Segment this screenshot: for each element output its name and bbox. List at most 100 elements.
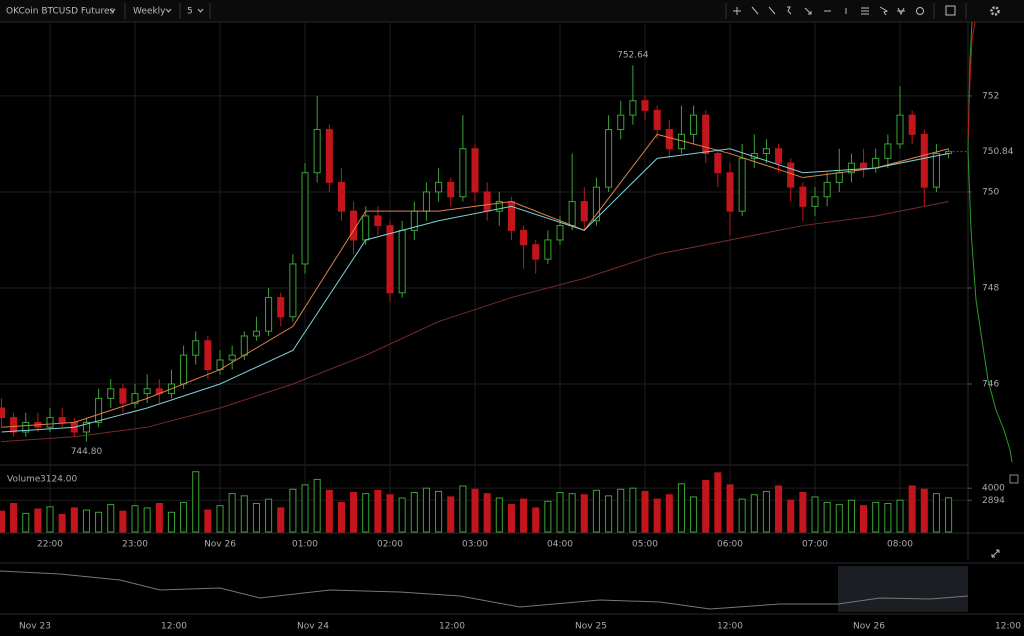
moving-average [1,148,949,433]
volume-bar [872,501,880,533]
fib-tool[interactable] [861,7,869,15]
navigator-label: Nov 24 [297,622,329,632]
crosshair-tool[interactable] [733,7,741,15]
volume-bar [592,489,600,533]
expand-button[interactable] [991,549,1000,558]
volume-bar [847,499,855,533]
volume-bar [471,488,479,533]
screenshot-button[interactable] [945,5,956,16]
candle-body [568,201,576,227]
volume-bar [447,496,455,533]
x-tick-label: 01:00 [292,540,318,550]
navigator-window[interactable] [838,566,968,612]
candle-body [908,114,916,135]
candle-body [775,148,783,164]
candle-body [313,129,321,174]
y-tick-label: 750 [982,187,999,197]
candle-body [847,162,855,174]
volume-bar [46,506,54,533]
cursor-tool[interactable] [879,6,889,16]
candle-body [204,340,212,371]
candle-body [580,201,588,222]
candle-body [180,354,188,385]
ray-tool[interactable] [768,6,776,15]
candle-body [665,129,673,150]
volume-bar [252,503,260,533]
volume-bar [22,512,30,533]
candle-body [277,297,285,318]
candle-body [811,196,819,207]
volume-bar [265,498,273,533]
symbol: OKCoin BTCUSD Futures [6,7,115,17]
dropdown-arrow [165,8,172,13]
volume-bar [337,501,345,533]
candle-body [726,172,734,212]
x-tick-label: 03:00 [462,540,488,550]
resolution: 5 [187,7,193,17]
depth-line [967,21,976,141]
x-tick-label: 07:00 [802,540,828,550]
candle-body [641,100,649,111]
symbol-button[interactable]: OKCoin BTCUSD Futures [6,7,116,17]
volume-bar [544,500,552,533]
candle-body [835,172,843,183]
candle-body [762,148,770,155]
navigator-label: 12:00 [439,622,465,632]
candle-body [483,191,491,212]
volume-bar [702,479,710,533]
volume-bar [483,493,491,533]
pitchfork-tool[interactable] [787,6,792,15]
volume-bar [313,478,321,533]
candle-body [22,421,30,433]
volume-bar [10,503,18,533]
candle-body [787,162,795,188]
volume-bar [677,483,685,533]
dropdown-arrow [109,8,116,13]
candle-body [435,181,443,193]
candle-body [374,215,382,227]
candle-body [556,225,564,241]
depth-line [967,21,1013,463]
volume-bar [362,493,370,533]
volume-bar [726,484,734,533]
volume-bar [884,503,892,533]
close-pane-button[interactable] [1009,474,1019,484]
candle-body [10,417,18,433]
candle-body [107,388,115,399]
volume-bar [350,492,358,533]
volume-bar [665,494,673,533]
navigator-label: 12:00 [161,622,187,632]
volume-bar [762,490,770,533]
candle-body [896,114,904,145]
y-tick-label: 748 [982,283,999,293]
x-tick-label: 04:00 [547,540,573,550]
resolution-button[interactable]: 5 [187,7,204,17]
candle-body [398,229,406,294]
volume-bar [714,472,722,533]
volume-bar [180,501,188,533]
volume-bar [410,492,418,533]
volume-bar [422,487,430,533]
candle-body [544,239,552,260]
arrow-tool[interactable] [804,7,812,15]
candle-body [532,244,540,260]
volume-bar [507,504,515,533]
volume-bar [860,505,868,533]
candle-body [690,114,698,135]
gann-tool[interactable] [897,7,905,16]
volume-bar [835,504,843,533]
candle-body [520,229,528,246]
volume-bar [167,511,175,533]
volume-bar [568,493,576,533]
volume-bar [301,484,309,533]
interval-button[interactable]: Weekly [133,7,172,17]
circle-tool[interactable] [916,7,924,15]
candle-body [459,148,467,198]
settings-button[interactable] [990,6,1000,16]
volume-bar [556,492,564,533]
volume-bar [738,498,746,533]
candle-body [350,210,358,241]
trend-line-tool[interactable] [751,6,759,15]
candle-body [884,143,892,159]
